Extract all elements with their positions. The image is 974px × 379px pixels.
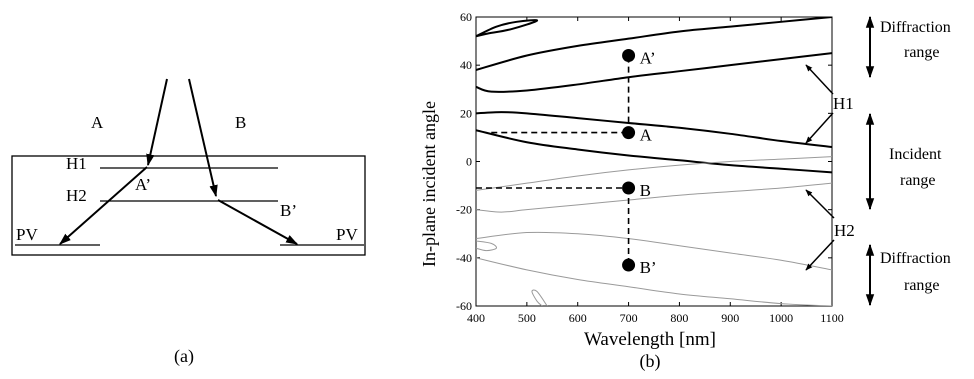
h1-label: H1 (833, 94, 854, 113)
ray-b-diffracted (217, 199, 299, 245)
series-line-3 (476, 111, 832, 149)
ray-b (188, 78, 218, 198)
ray-a-label: A (91, 113, 104, 132)
pv-left-label: PV (16, 225, 38, 244)
diffracted-b-label: B’ (280, 201, 297, 220)
diffracted-a-label: A’ (135, 175, 151, 194)
y-tick-label: 40 (460, 58, 472, 72)
series-line-1 (476, 17, 832, 71)
plot-area: 400 500 600 700 800 900 1000 1100 60 40 20 0 -20 -40 -… (456, 10, 844, 325)
x-tick-label: 500 (518, 311, 536, 325)
h2-pointer-up (805, 189, 835, 219)
x-tick-label: 1100 (820, 311, 844, 325)
incident-label-2: range (900, 172, 936, 189)
x-tick-label: 400 (467, 311, 485, 325)
series-line-10 (476, 240, 497, 252)
data-point-label: A’ (640, 49, 656, 68)
x-axis-label: Wavelength [nm] (584, 329, 716, 350)
data-point-label: B’ (640, 258, 657, 277)
caption-a: (a) (174, 346, 194, 367)
y-axis-label: In-plane incident angle (419, 101, 439, 267)
module-box (11, 155, 366, 256)
incident-label-1: Incident (889, 146, 942, 163)
ray-b-label: B (235, 113, 246, 132)
h1-pointer-up (805, 64, 834, 95)
x-tick-label: 1000 (769, 311, 793, 325)
h2-pointer-down (805, 239, 835, 271)
diffraction-bottom-label-2: range (904, 277, 940, 294)
series-line-5 (476, 19, 539, 38)
panel-a: A B H1 H2 A’ B’ PV PV (a) (11, 78, 366, 367)
x-tick-label: 700 (620, 311, 638, 325)
data-point (622, 181, 636, 195)
data-point-label: A (640, 126, 653, 145)
data-point (622, 258, 636, 272)
x-tick-label: 800 (670, 311, 688, 325)
caption-b: (b) (640, 351, 661, 372)
h2-label: H2 (834, 221, 855, 240)
ray-a (146, 78, 168, 167)
y-tick-label: -60 (456, 299, 472, 313)
series-line-11 (531, 289, 548, 306)
x-tick-label: 600 (569, 311, 587, 325)
y-tick-label: 60 (460, 10, 472, 24)
y-tick-label: -40 (456, 251, 472, 265)
y-tick-label: 0 (466, 155, 472, 169)
diffraction-top-label-1: Diffraction (880, 19, 951, 36)
ray-a-diffracted (59, 166, 148, 245)
x-tick-label: 900 (721, 311, 739, 325)
series-line-6 (476, 156, 832, 191)
series-line-9 (476, 257, 832, 306)
hologram-2-label: H2 (66, 186, 87, 205)
hologram-1-label: H1 (66, 154, 87, 173)
data-point (622, 126, 636, 140)
y-tick-label: 20 (460, 106, 472, 120)
pv-right-label: PV (336, 225, 358, 244)
data-point-label: B (640, 181, 651, 200)
diffraction-bottom-label-1: Diffraction (880, 250, 951, 267)
series-line-8 (476, 231, 832, 271)
y-tick-label: -20 (456, 203, 472, 217)
diffraction-top-label-2: range (904, 44, 940, 61)
h1-pointer-down (805, 112, 834, 144)
series-line-4 (476, 129, 832, 174)
data-point (622, 49, 636, 63)
panel-b: 400 500 600 700 800 900 1000 1100 60 40 20 0 -20 -40 -… (419, 10, 951, 372)
